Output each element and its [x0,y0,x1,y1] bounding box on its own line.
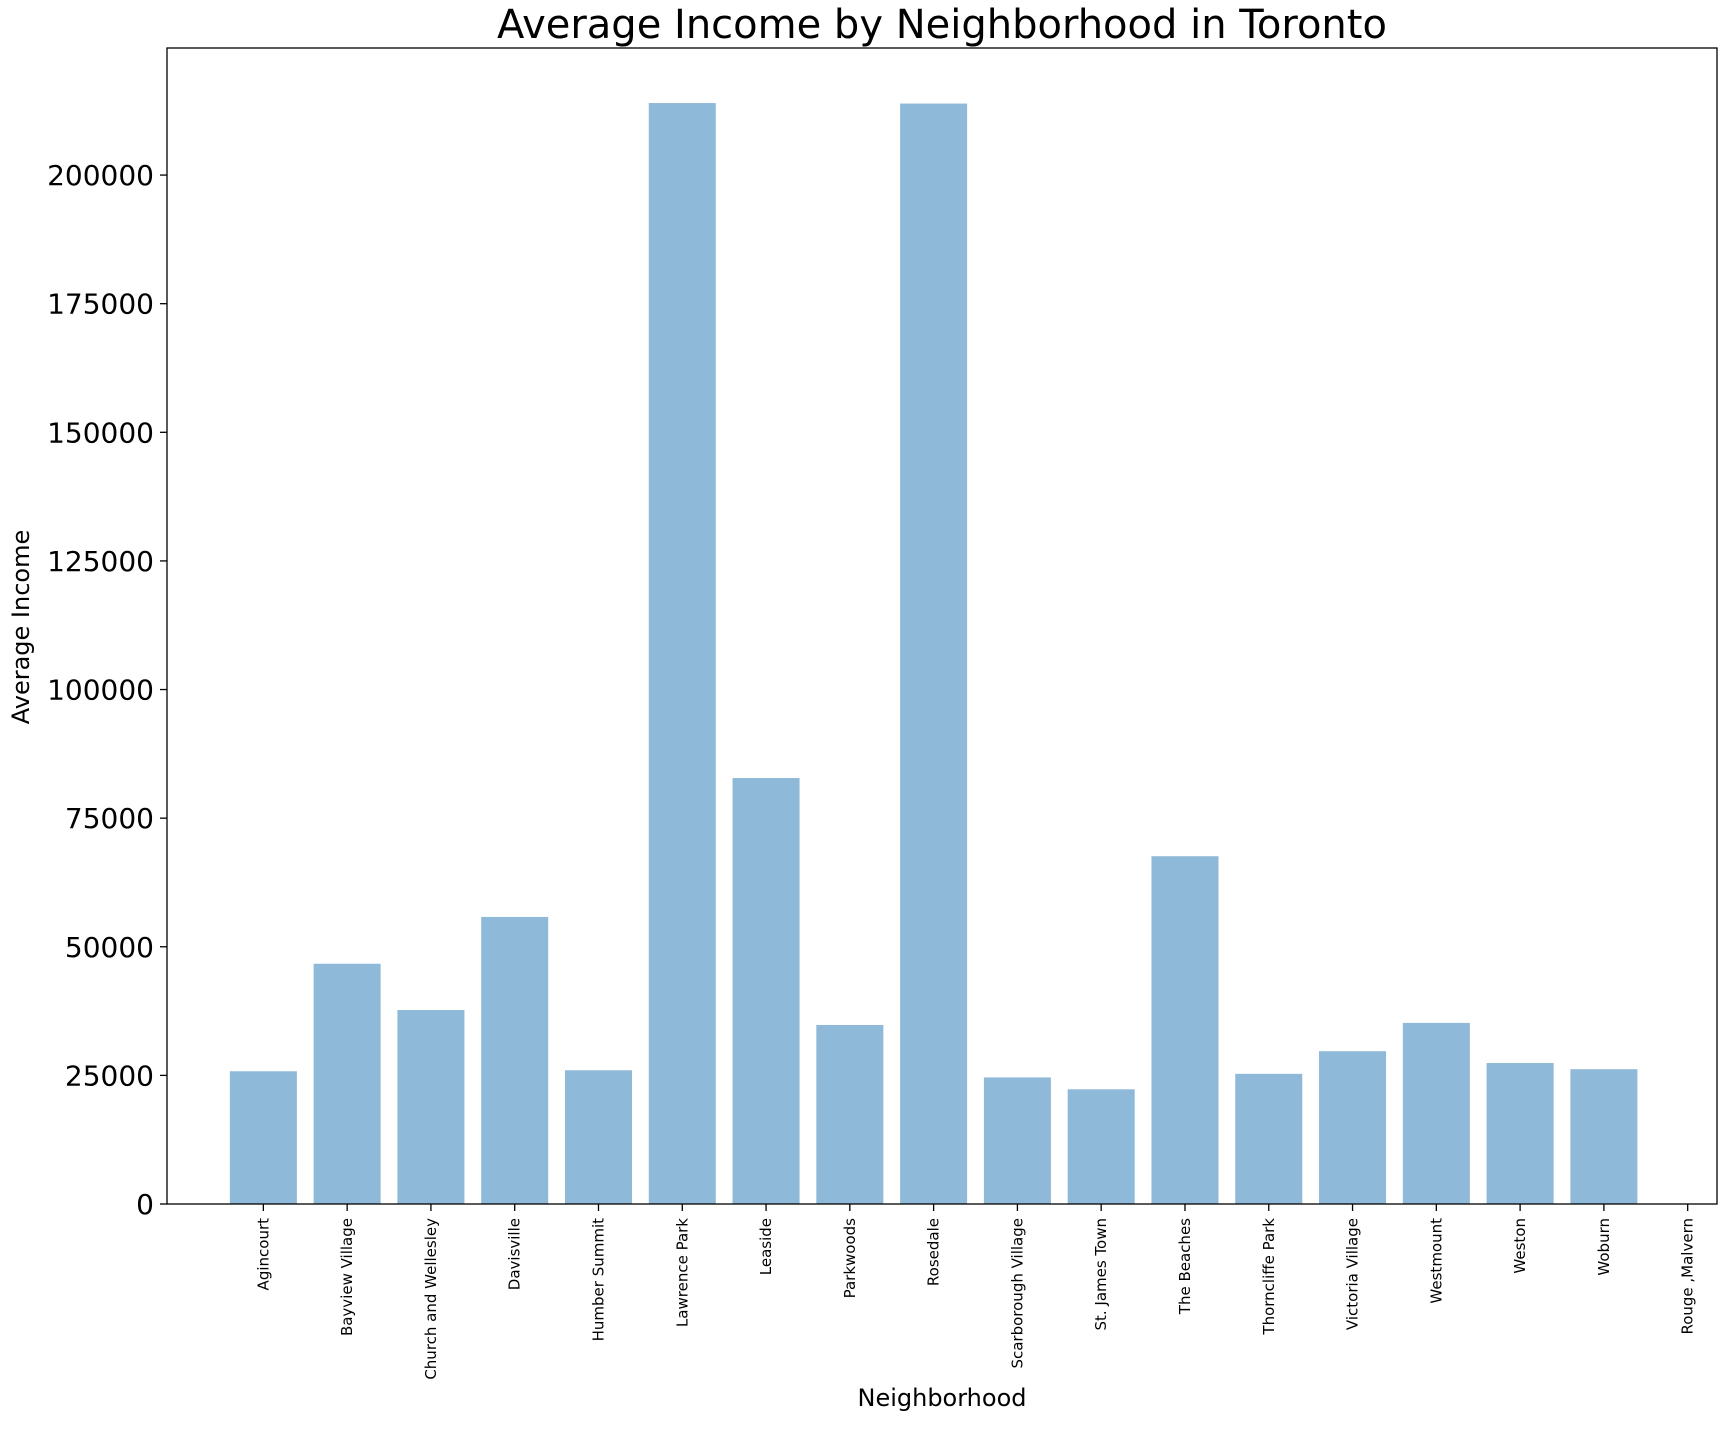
bar-10 [1067,1089,1135,1204]
y-tick-label: 125000 [47,545,154,578]
bar-7 [816,1024,884,1204]
bar-11 [1151,856,1219,1204]
y-tick-label: 100000 [47,674,154,707]
bar-15 [1486,1063,1554,1204]
bar-16 [1570,1069,1638,1204]
bar-5 [648,103,716,1205]
x-tick-label: The Beaches [1176,1218,1194,1315]
y-tick-label: 200000 [47,159,154,192]
x-tick-label: Rouge ,Malvern [1679,1218,1697,1335]
y-tick-label: 150000 [47,416,154,449]
x-tick-label: Agincourt [254,1218,272,1291]
y-axis-label: Average Income [7,530,35,725]
bar-6 [732,778,800,1204]
x-tick-label: Victoria Village [1344,1218,1362,1330]
bar-0 [229,1071,297,1204]
y-tick-label: 0 [136,1188,154,1221]
y-tick-label: 50000 [65,931,154,964]
x-tick-label: St. James Town [1092,1218,1110,1331]
plot-area-frame [166,47,1718,1205]
x-tick-label: Rosedale [925,1218,943,1286]
bar-1 [313,963,381,1204]
x-tick-label: Bayview Village [338,1218,356,1336]
bar-2 [397,1010,465,1204]
x-tick-label: Humber Summit [589,1218,607,1342]
x-tick-label: Thorncliffe Park [1260,1218,1278,1336]
bar-3 [481,916,549,1204]
x-axis-label: Neighborhood [857,1384,1026,1412]
bar-13 [1319,1051,1387,1204]
x-tick-label: Leaside [757,1218,775,1275]
x-axis-ticks: Agincourt Bayview Village Church and Welle… [254,1204,1697,1380]
bar-9 [983,1077,1051,1204]
x-tick-label: Church and Wellesley [422,1218,440,1380]
y-tick-label: 175000 [47,288,154,321]
bar-14 [1402,1022,1470,1204]
x-tick-label: Woburn [1595,1218,1613,1276]
y-tick-label: 25000 [65,1059,154,1092]
bar-8 [900,103,968,1204]
x-tick-label: Scarborough Village [1008,1218,1026,1369]
x-tick-label: Lawrence Park [673,1218,691,1327]
x-tick-label: Davisville [506,1218,524,1290]
x-tick-label: Westmount [1427,1218,1445,1304]
y-axis-ticks: 0 25000 50000 75000 100000 125000 150000 175000… [47,159,167,1221]
y-tick-label: 75000 [65,802,154,835]
x-tick-label: Parkwoods [841,1218,859,1299]
bar-12 [1235,1073,1303,1204]
x-tick-label: Weston [1511,1218,1529,1274]
bars-group [229,103,1638,1205]
chart-title: Average Income by Neighborhood in Toront… [497,2,1387,48]
bar-4 [564,1070,632,1204]
